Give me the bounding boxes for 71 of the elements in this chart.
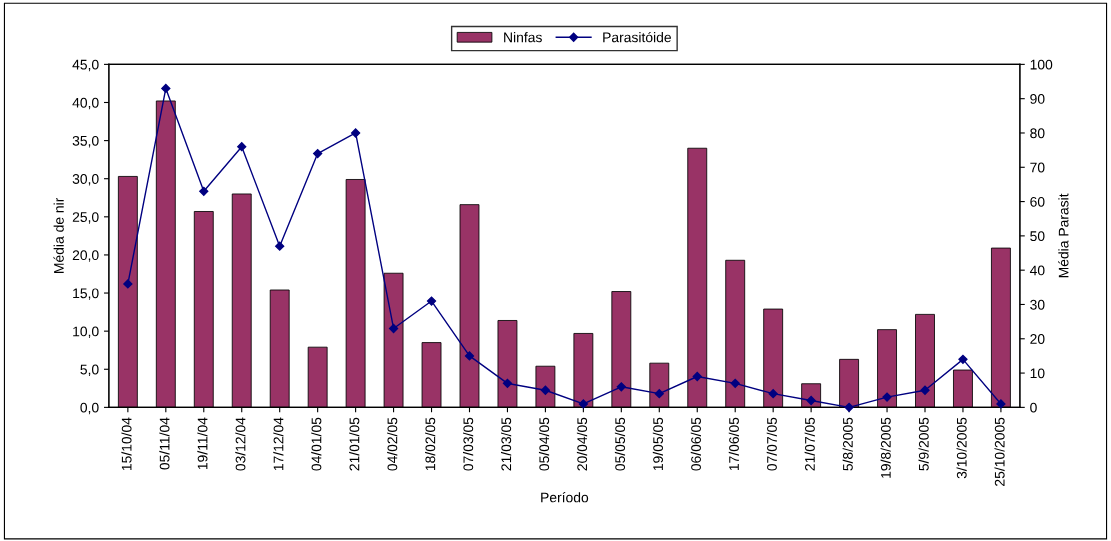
y2-tick-label: 20	[1030, 334, 1045, 344]
x-tick-label: 19/11/04	[197, 417, 208, 470]
point	[426, 296, 437, 306]
x-tick-label: 03/12/04	[235, 417, 246, 471]
x-tick-label: 05/04/05	[538, 417, 550, 471]
y-tick-label: 0,0	[80, 402, 99, 415]
x-tick-label: 17/06/05	[728, 417, 739, 471]
point	[313, 148, 323, 159]
x-tick-label: 3/10/2005	[956, 417, 967, 479]
point	[578, 399, 588, 409]
x-tick-label: 04/01/05	[311, 417, 322, 471]
y-tick-label: 35,0	[72, 135, 99, 148]
y-tick-label: 5,0	[80, 364, 99, 377]
y2-tick-label: 30	[1030, 299, 1045, 310]
point	[275, 241, 285, 251]
x-tick-label: 04/02/05	[387, 417, 398, 471]
x-tick-label: 20/04/05	[576, 417, 588, 471]
x-tick-label: 17/12/04	[273, 417, 284, 471]
y2-tick-label: 100	[1030, 59, 1053, 70]
point	[161, 83, 171, 94]
x-tick-label: 05/11/04	[159, 417, 170, 470]
point	[616, 382, 626, 392]
y2-tick-label: 70	[1030, 162, 1045, 173]
point	[654, 389, 664, 399]
x-tick-label: 21/03/05	[500, 417, 512, 471]
y-tick-label: 10,0	[73, 326, 99, 338]
point	[502, 378, 513, 388]
x-tick-label: 19/8/2005	[880, 417, 891, 478]
y2-tick-label: 0	[1030, 402, 1037, 413]
x-tick-label: 21/07/05	[804, 417, 815, 471]
point	[464, 351, 475, 361]
point	[844, 402, 854, 412]
y-tick-label: 40,0	[72, 97, 99, 110]
x-tick-label: 21/01/05	[349, 417, 360, 471]
y-tick-label: 15,0	[73, 288, 99, 300]
x-tick-label: 25/10/2005	[994, 417, 1005, 486]
y2-tick-label: 10	[1030, 368, 1045, 379]
point	[920, 385, 930, 395]
point	[237, 142, 247, 152]
y-axis-title: Média de nir	[53, 197, 64, 273]
y-tick-label: 30,0	[72, 174, 99, 186]
point	[882, 392, 892, 402]
point	[768, 389, 778, 399]
point	[730, 378, 740, 388]
y2-tick-label: 80	[1030, 128, 1045, 139]
x-tick-label: 5/8/2005	[842, 417, 853, 471]
point	[199, 186, 209, 196]
x-tick-label: 07/07/05	[766, 417, 777, 471]
y-tick-label: 25,0	[72, 212, 99, 224]
point	[123, 279, 133, 289]
point	[958, 354, 968, 364]
y-tick-label: 20,0	[72, 250, 99, 262]
x-tick-label: 07/03/05	[463, 417, 474, 471]
point	[996, 399, 1006, 409]
x-axis-title: Período	[541, 491, 589, 503]
legend-label: Ninfas	[504, 32, 542, 43]
y-tick-label: 45,0	[72, 59, 99, 72]
point	[350, 128, 361, 138]
x-tick-label: 06/06/05	[690, 417, 701, 471]
x-tick-label: 5/9/2005	[918, 417, 929, 471]
legend-label: Parasitóide	[603, 31, 671, 43]
point	[692, 371, 702, 382]
y2-axis-title: Média Parasit	[1058, 193, 1069, 278]
y2-tick-label: 60	[1030, 196, 1045, 207]
x-tick-label: 15/10/04	[121, 417, 132, 471]
x-tick-label: 05/05/05	[614, 417, 626, 471]
y2-tick-label: 50	[1030, 231, 1045, 242]
x-tick-label: 19/05/05	[652, 417, 664, 471]
y2-tick-label: 40	[1029, 265, 1045, 276]
y2-tick-label: 90	[1030, 94, 1045, 104]
x-tick-label: 18/02/05	[425, 417, 436, 471]
